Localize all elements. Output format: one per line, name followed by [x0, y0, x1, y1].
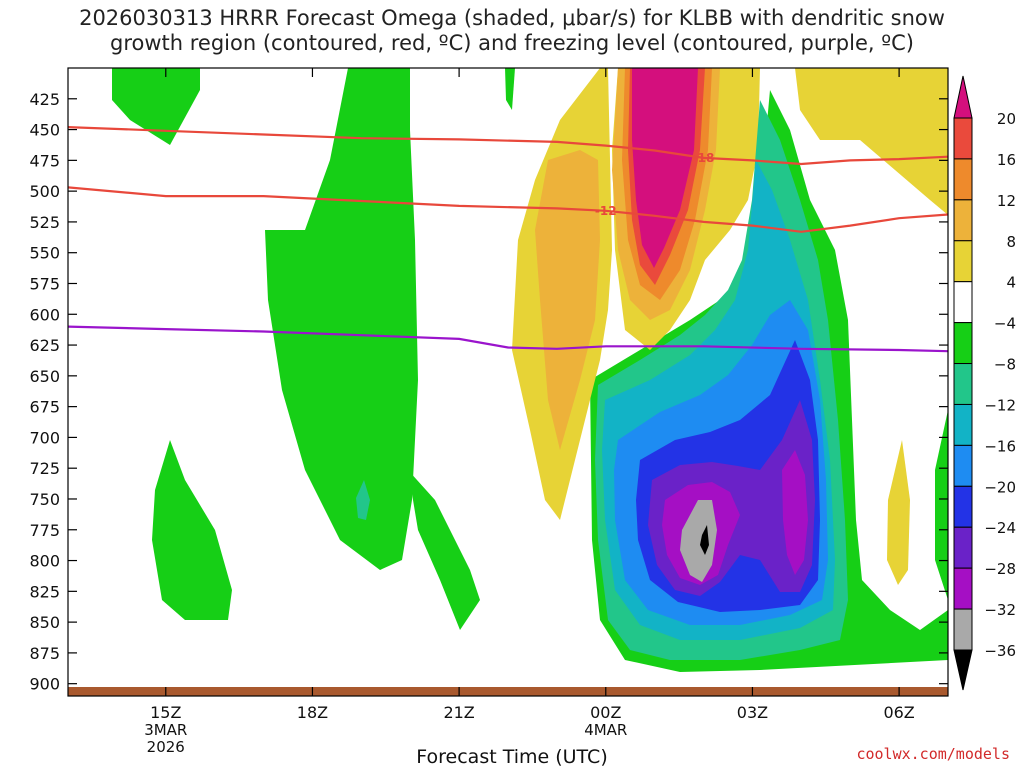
colorbar-swatch — [953, 608, 973, 651]
x-tick-date: 4MAR — [584, 721, 627, 739]
colorbar-swatch — [953, 281, 973, 324]
colorbar-label: −4 — [994, 315, 1016, 333]
colorbar-label: 20 — [997, 110, 1016, 128]
y-tick-label: 500 — [29, 182, 60, 201]
omega-region-green-small-left — [505, 68, 515, 110]
y-tick-label: 800 — [29, 552, 60, 571]
y-tick-label: 775 — [29, 521, 60, 540]
contour-label: -18 — [693, 151, 715, 165]
y-tick-label: 475 — [29, 151, 60, 170]
omega-region-orange-light — [535, 150, 600, 450]
omega-region-green-top-left — [112, 68, 200, 145]
x-tick-label: 15Z — [150, 703, 181, 722]
chart-title-line2: growth region (contoured, red, ºC) and f… — [110, 31, 914, 55]
y-tick-label: 600 — [29, 305, 60, 324]
x-tick-label: 18Z — [297, 703, 328, 722]
x-tick-label: 06Z — [883, 703, 914, 722]
colorbar-label: −8 — [994, 356, 1016, 374]
contour-isotherm-1 — [68, 186, 948, 233]
omega-region-magenta — [632, 68, 698, 268]
y-axis: 425 450 475 500 525 550 575 600 625 650 675 700 725 7… — [29, 90, 948, 694]
colorbar-swatch — [953, 444, 973, 487]
y-tick-label: 625 — [29, 336, 60, 355]
y-tick-label: 700 — [29, 428, 60, 447]
colorbar-swatch — [953, 117, 973, 160]
colorbar-label: −32 — [984, 601, 1016, 619]
colorbar-label: −24 — [984, 519, 1016, 537]
y-tick-label: 425 — [29, 90, 60, 109]
omega-region-black — [700, 525, 709, 555]
surface-band — [68, 687, 948, 696]
colorbar-label: −28 — [984, 560, 1016, 578]
y-tick-label: 900 — [29, 675, 60, 694]
colorbar-label: −12 — [984, 396, 1016, 414]
colorbar-label: 8 — [1006, 233, 1016, 251]
colorbar-label: −36 — [984, 642, 1016, 660]
colorbar-label: −16 — [984, 437, 1016, 455]
x-tick-date: 3MAR — [144, 721, 187, 739]
y-tick-label: 875 — [29, 644, 60, 663]
colorbar-swatch — [953, 75, 973, 119]
contour-freezing-2 — [68, 325, 948, 353]
colorbar-swatch — [953, 526, 973, 569]
plot-area: -18 -12 — [68, 68, 948, 696]
colorbar-label: −20 — [984, 478, 1016, 496]
x-tick-year: 2026 — [147, 738, 185, 756]
y-tick-label: 525 — [29, 213, 60, 232]
contour-label: -12 — [595, 204, 617, 218]
colorbar-swatch — [953, 363, 973, 405]
colorbar-label: 4 — [1006, 274, 1016, 292]
omega-region-green-right-edge — [935, 410, 948, 600]
colorbar-swatch — [953, 322, 973, 365]
omega-region-teal-small — [356, 480, 370, 520]
y-tick-label: 650 — [29, 367, 60, 386]
y-tick-label: 450 — [29, 121, 60, 140]
omega-region-yellow-top-right — [795, 68, 948, 215]
omega-region-green-lower-left — [152, 440, 232, 620]
omega-region-yellow-small — [887, 440, 910, 585]
x-tick-label: 00Z — [590, 703, 621, 722]
colorbar-swatch — [953, 158, 973, 201]
colorbar-label: 16 — [997, 151, 1016, 169]
omega-region-green-spike — [408, 470, 480, 630]
chart-title: 2026030313 HRRR Forecast Omega (shaded, … — [0, 6, 1024, 56]
plot-frame — [67, 67, 949, 697]
y-tick-label: 550 — [29, 244, 60, 263]
x-tick-label: 03Z — [737, 703, 768, 722]
colorbar-swatch — [953, 240, 973, 283]
y-tick-label: 750 — [29, 490, 60, 509]
contour-isotherm-0 — [68, 126, 948, 166]
omega-region-violet-right — [782, 450, 808, 575]
site-credit: coolwx.com/models — [856, 745, 1010, 763]
x-tick-label: 21Z — [443, 703, 474, 722]
chart-title-line1: 2026030313 HRRR Forecast Omega (shaded, … — [79, 6, 945, 30]
colorbar-swatch — [953, 649, 973, 691]
colorbar-swatch — [953, 485, 973, 528]
omega-region-green-column — [265, 68, 418, 570]
contour-labels: -18 -12 — [595, 151, 714, 218]
y-tick-label: 725 — [29, 459, 60, 478]
y-tick-label: 675 — [29, 398, 60, 417]
colorbar-swatch — [953, 567, 973, 610]
colorbar: 20 16 12 8 4 −4 −8 −12 −16 −20 −24 −28 −32 −36 — [953, 75, 1016, 691]
colorbar-label: 12 — [997, 192, 1016, 210]
y-tick-label: 575 — [29, 274, 60, 293]
colorbar-swatch — [953, 199, 973, 242]
omega-region-gray — [680, 500, 717, 582]
colorbar-swatch — [953, 403, 973, 446]
x-axis-label: Forecast Time (UTC) — [416, 746, 608, 768]
y-tick-label: 850 — [29, 613, 60, 632]
contour-lines — [68, 126, 948, 353]
omega-shading — [112, 68, 948, 672]
y-tick-label: 825 — [29, 582, 60, 601]
